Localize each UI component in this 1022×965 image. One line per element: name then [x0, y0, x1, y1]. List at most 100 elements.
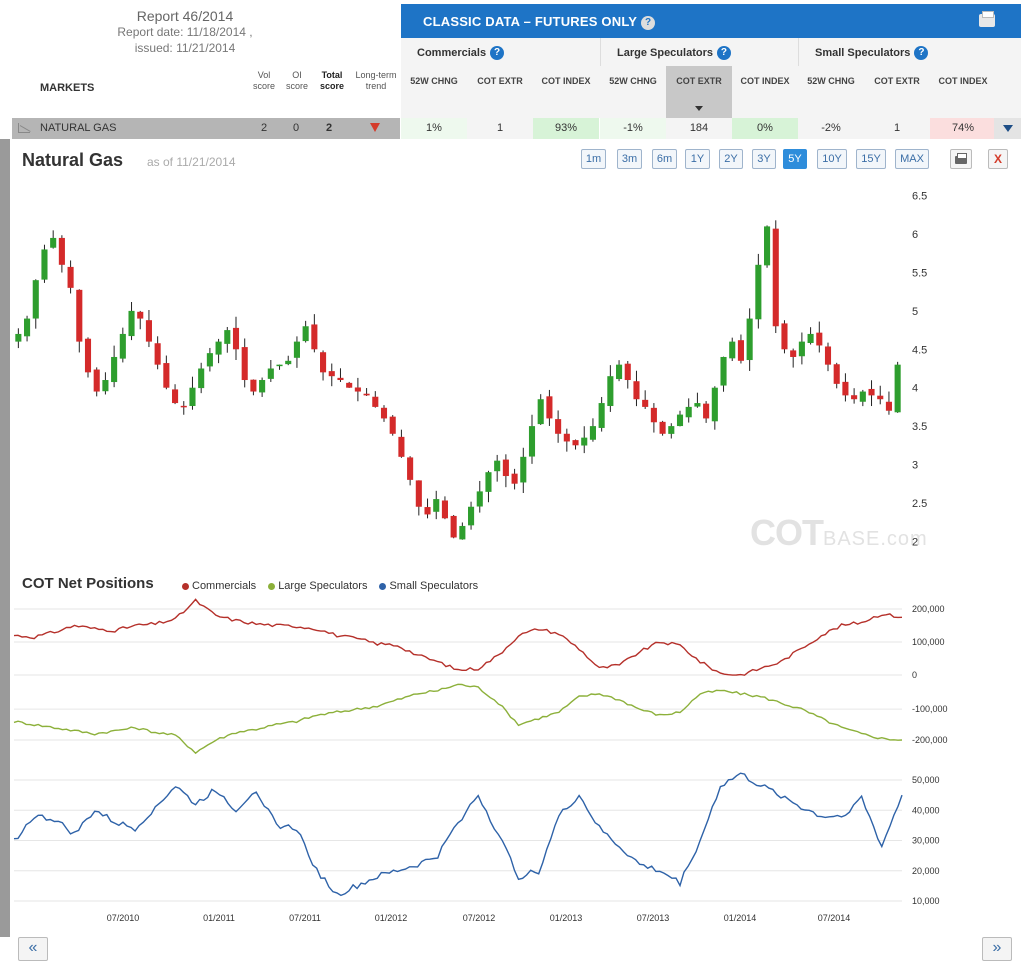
market-cell: 93%	[533, 118, 599, 139]
candle-body	[433, 499, 440, 512]
chart-legend: Commercials Large Speculators Small Specul…	[182, 580, 490, 592]
net-y-tick: 40,000	[912, 805, 940, 815]
candle-body	[633, 381, 640, 400]
range-15y-button[interactable]: 15Y	[856, 149, 886, 169]
col-large-extr[interactable]: COT EXTR	[666, 66, 732, 118]
col-label: 52W CHNG	[609, 76, 657, 86]
candle-body	[842, 381, 849, 396]
candle-body	[198, 368, 205, 389]
range-5y-button[interactable]: 5Y	[783, 149, 807, 169]
print-chart-icon[interactable]	[950, 149, 972, 169]
price-y-tick: 4	[912, 383, 918, 395]
price-and-cot-chart: 2 2.5 3 3.5 4 4.5 5 5.5 6 6.5 0 100,000 200,000 -100,…	[13, 191, 948, 923]
candle-body	[616, 364, 623, 380]
group-commercials-label: Commercials	[417, 46, 487, 59]
candle-body	[189, 387, 196, 407]
vol-score-header[interactable]: Vol score	[252, 70, 275, 91]
x-tick: 01/2012	[375, 913, 408, 923]
candle-body	[232, 327, 240, 350]
market-cell: 1%	[401, 118, 467, 139]
col-small-index[interactable]: COT INDEX	[930, 66, 996, 118]
net-positions-title: COT Net Positions	[22, 575, 154, 592]
candle-body	[145, 320, 152, 342]
expand-row-icon[interactable]	[994, 118, 1021, 139]
range-3y-button[interactable]: 3Y	[752, 149, 776, 169]
range-3m-button[interactable]: 3m	[617, 149, 642, 169]
chart-date: as of 11/21/2014	[147, 155, 236, 169]
help-icon[interactable]: ?	[716, 46, 731, 60]
candle-body	[24, 318, 31, 337]
price-y-tick: 3	[912, 460, 918, 472]
long-term-trend-header[interactable]: Long-term trend	[355, 70, 397, 91]
candle-body	[215, 341, 222, 355]
next-button[interactable]: »	[982, 937, 1012, 961]
col-small-52w[interactable]: 52W CHNG	[798, 66, 864, 118]
candle-body	[676, 414, 684, 427]
col-label: COT EXTR	[874, 76, 920, 86]
col-commercials-52w[interactable]: 52W CHNG	[401, 66, 467, 118]
candle-body	[76, 289, 83, 342]
candle-body	[781, 323, 788, 350]
panel-title: CLASSIC DATA – FUTURES ONLY	[423, 14, 638, 29]
candle-body	[563, 433, 570, 442]
report-issued: issued: 11/21/2014	[134, 41, 236, 55]
range-1y-button[interactable]: 1Y	[685, 149, 710, 169]
help-icon[interactable]: ?	[490, 46, 505, 60]
classic-data-panel: CLASSIC DATA – FUTURES ONLY? Commercials…	[401, 4, 1021, 118]
candle-body	[598, 403, 605, 428]
col-small-extr[interactable]: COT EXTR	[864, 66, 930, 118]
markets-label: MARKETS	[40, 82, 95, 94]
print-icon[interactable]	[979, 11, 995, 27]
range-6m-button[interactable]: 6m	[652, 149, 677, 169]
candle-body	[528, 426, 536, 457]
chart-title: Natural Gas	[22, 150, 124, 170]
x-tick: 07/2010	[107, 913, 140, 923]
sort-down-icon	[695, 106, 703, 111]
price-y-tick: 6.5	[912, 191, 927, 203]
candle-body	[293, 341, 300, 358]
range-2y-button[interactable]: 2Y	[719, 149, 743, 169]
col-label: COT EXTR	[477, 76, 523, 86]
candle-body	[128, 310, 135, 337]
col-label: 52W CHNG	[410, 76, 458, 86]
oi-score-header[interactable]: OI score	[285, 70, 308, 91]
legend-item[interactable]: Small Speculators	[379, 580, 478, 592]
candle-body	[450, 515, 457, 538]
candle-body	[111, 356, 118, 383]
help-icon[interactable]: ?	[641, 15, 656, 30]
series-line-large-speculators	[13, 683, 903, 755]
series-line-commercials	[13, 598, 903, 676]
total-score-header[interactable]: Total score	[319, 70, 345, 91]
market-info: NATURAL GAS 2 0 2	[12, 118, 400, 139]
net-y-tick: 100,000	[912, 637, 945, 647]
close-chart-button[interactable]: X	[988, 149, 1008, 169]
range-max-button[interactable]: MAX	[895, 149, 929, 169]
legend-item[interactable]: Commercials	[182, 580, 256, 592]
candle-body	[807, 333, 814, 343]
range-10y-button[interactable]: 10Y	[817, 149, 847, 169]
candle-body	[502, 459, 509, 477]
net-y-tick: 10,000	[912, 896, 940, 906]
candle-body	[711, 387, 718, 422]
legend-dot	[379, 582, 387, 590]
legend-item[interactable]: Large Speculators	[268, 580, 367, 592]
chart-line-icon	[18, 123, 30, 133]
x-tick: 01/2013	[550, 913, 583, 923]
candle-body	[624, 363, 631, 381]
col-large-52w[interactable]: 52W CHNG	[600, 66, 666, 118]
col-commercials-extr[interactable]: COT EXTR	[467, 66, 533, 118]
col-large-index[interactable]: COT INDEX	[732, 66, 798, 118]
help-icon[interactable]: ?	[914, 46, 929, 60]
market-row[interactable]: NATURAL GAS 2 0 2 1% 1 93% -1% 184 0% -2% 1 74%	[12, 118, 1021, 139]
candle-body	[572, 440, 579, 446]
range-1m-button[interactable]: 1m	[581, 149, 606, 169]
arrow-down-icon	[370, 123, 380, 132]
candle-body	[581, 437, 588, 446]
x-tick: 07/2012	[463, 913, 496, 923]
candle-body	[380, 407, 388, 419]
prev-button[interactable]: «	[18, 937, 48, 961]
left-scroll-bar[interactable]	[0, 139, 10, 937]
candle-body	[851, 395, 858, 400]
candle-body	[468, 506, 475, 526]
col-commercials-index[interactable]: COT INDEX	[533, 66, 599, 118]
